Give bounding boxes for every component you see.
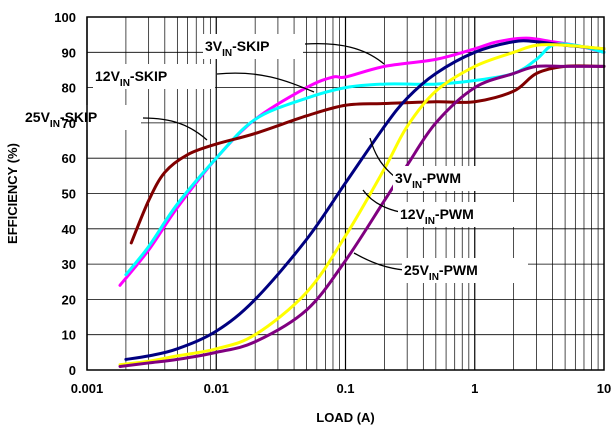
y-tick-label: 10 — [62, 328, 76, 343]
series-label-1: 12VIN-SKIP — [93, 64, 315, 93]
y-tick-labels: 0 10 20 30 40 50 60 70 80 90 100 — [54, 10, 76, 378]
label-main: 12V — [95, 68, 121, 84]
label-background — [203, 34, 303, 59]
y-tick-label: 30 — [62, 257, 76, 272]
x-tick-label: 0.01 — [204, 381, 229, 396]
label-subscript: IN — [222, 48, 232, 59]
label-main: 3V — [395, 170, 413, 186]
leader-line — [142, 117, 208, 141]
x-tick-labels: 0.001 0.01 0.1 1 10 — [71, 381, 612, 396]
y-tick-label: 50 — [62, 187, 76, 202]
label-main: 25V — [404, 262, 430, 278]
x-tick-label: 1 — [471, 381, 478, 396]
y-tick-label: 80 — [62, 81, 76, 96]
leader-line — [369, 137, 396, 178]
label-main: 3V — [205, 38, 223, 54]
label-tail: -PWM — [435, 206, 474, 222]
y-tick-label: 70 — [62, 116, 76, 131]
series-label-text: 12VIN-PWM — [400, 206, 474, 227]
series-label-4: 12VIN-PWM — [362, 189, 528, 227]
y-tick-label: 90 — [62, 45, 76, 60]
annotations: 3VIN-SKIP12VIN-SKIP25VIN-SKIP3VIN-PWM12V… — [23, 34, 528, 283]
x-axis-label: LOAD (A) — [316, 410, 375, 425]
series-label-3: 3VIN-PWM — [369, 137, 508, 191]
label-subscript: IN — [412, 180, 422, 191]
series-line-3 — [124, 39, 606, 361]
label-tail: -PWM — [439, 262, 478, 278]
y-axis-label: EFFICIENCY (%) — [5, 143, 20, 244]
leader-line — [304, 42, 385, 65]
label-background — [23, 105, 141, 130]
x-tick-label: 0.001 — [71, 381, 104, 396]
label-subscript: IN — [120, 78, 130, 89]
series-lines — [118, 36, 606, 368]
series-line-1 — [124, 42, 606, 277]
label-background — [93, 64, 215, 89]
label-tail: -PWM — [422, 170, 461, 186]
series-line-4 — [118, 43, 606, 367]
label-subscript: IN — [425, 216, 435, 227]
series-label-5: 25VIN-PWM — [353, 252, 528, 283]
leader-line — [362, 189, 401, 213]
leader-line — [216, 72, 315, 93]
label-subscript: IN — [50, 119, 60, 130]
x-tick-label: 0.1 — [336, 381, 354, 396]
label-background — [393, 166, 508, 191]
series-label-text: 3VIN-SKIP — [205, 38, 269, 59]
y-tick-label: 100 — [54, 10, 76, 25]
label-background — [398, 202, 528, 227]
series-label-text: 12VIN-SKIP — [95, 68, 167, 89]
y-tick-label: 20 — [62, 292, 76, 307]
leader-line — [353, 252, 405, 271]
label-subscript: IN — [429, 272, 439, 283]
plot-frame — [86, 16, 605, 371]
label-main: 25V — [25, 109, 51, 125]
series-line-5 — [118, 64, 606, 368]
series-label-2: 25VIN-SKIP — [23, 105, 208, 141]
label-tail: -SKIP — [130, 68, 167, 84]
series-label-text: 3VIN-PWM — [395, 170, 461, 191]
series-label-0: 3VIN-SKIP — [203, 34, 385, 65]
label-main: 12V — [400, 206, 426, 222]
label-background — [402, 258, 528, 283]
series-label-text: 25VIN-SKIP — [25, 109, 97, 130]
y-tick-label: 60 — [62, 151, 76, 166]
x-tick-label: 10 — [597, 381, 611, 396]
label-tail: -SKIP — [232, 38, 269, 54]
series-line-2 — [129, 64, 606, 245]
y-tick-label: 0 — [69, 363, 76, 378]
y-tick-label: 40 — [62, 222, 76, 237]
label-tail: -SKIP — [60, 109, 97, 125]
series-label-text: 25VIN-PWM — [404, 262, 478, 283]
